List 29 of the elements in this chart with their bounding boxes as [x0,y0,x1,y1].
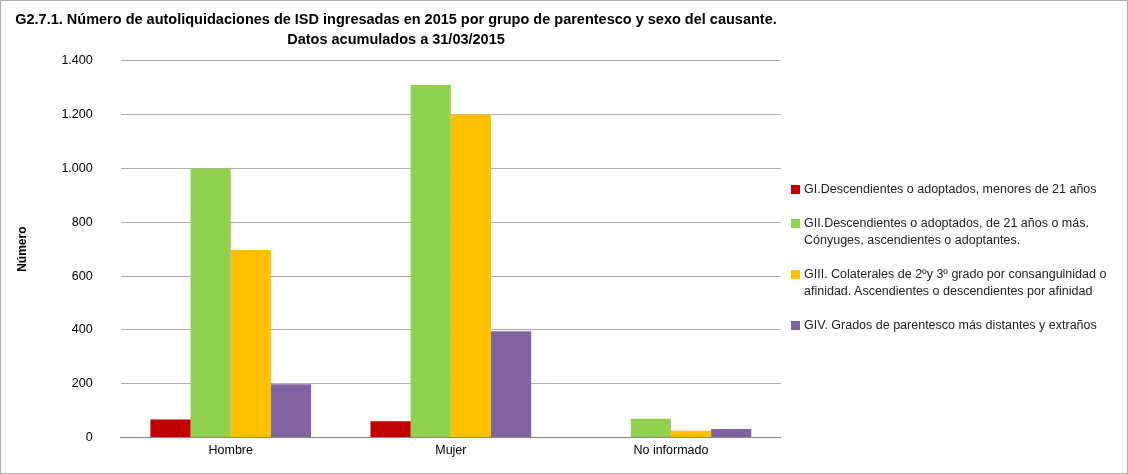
legend-label: GI.Descendientes o adoptados, menores de 21 años [804,181,1097,198]
legend-label: GIV. Grados de parentesco más distantes y extraños [804,317,1097,334]
y-tick-label: 800 [71,214,93,229]
bar [630,418,671,437]
chart-title: G2.7.1. Número de autoliquidaciones de ISD ingresadas en 2015 por grupo de parentesco y sexo del causante. [15,10,777,27]
bar [230,249,271,437]
y-tick-label: 1.000 [61,160,93,175]
chart-subtitle: Datos acumulados a 31/03/2015 [287,31,505,48]
bar [491,331,532,437]
bar [711,428,752,437]
legend-label: GIII. Colaterales de 2ºy 3º grado por consanguinidad o afinidad. Ascendientes o descendientes por afinidad [804,266,1108,300]
bar [190,168,231,437]
x-tick-label: No informado [633,443,709,458]
y-tick-label: 1.400 [61,53,93,68]
y-axis-title: Número [14,226,29,272]
y-tick-label: 200 [71,376,93,391]
bar [410,85,451,437]
bar [150,419,191,437]
bar [270,384,312,437]
legend-label: GII.Descendientes o adoptados, de 21 años o más. Cónyuges, ascendientes o adoptantes. [804,215,1090,249]
x-tick-label: Hombre [208,443,254,458]
x-tick-label: Mujer [435,443,467,458]
y-tick-label: 400 [71,322,93,337]
bar [450,114,492,437]
bar [370,421,411,437]
y-tick-label: 600 [71,268,93,283]
y-tick-label: 1.200 [61,107,93,122]
y-tick-label: 0 [85,429,93,444]
bar [670,430,712,437]
